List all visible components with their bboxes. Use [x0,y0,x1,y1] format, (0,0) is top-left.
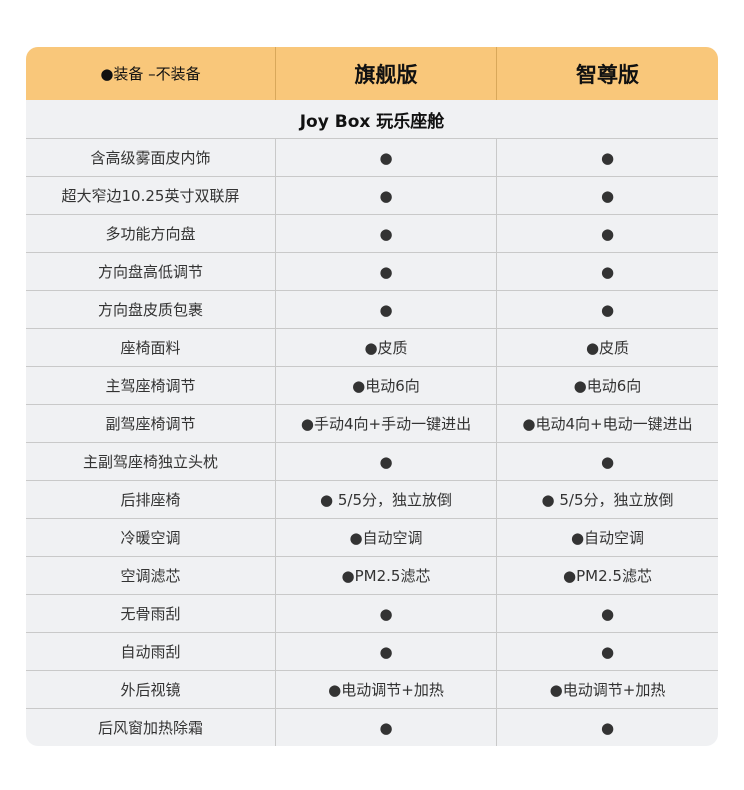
feature-cell: 外后视镜 [26,671,276,708]
flagship-cell: ●皮质 [276,329,497,366]
feature-cell: 方向盘皮质包裹 [26,291,276,328]
feature-cell: 自动雨刮 [26,633,276,670]
feature-cell: 多功能方向盘 [26,215,276,252]
table-header: ●装备 –不装备 旗舰版 智尊版 [26,47,718,100]
premium-cell: ● 5/5分，独立放倒 [541,491,674,509]
flagship-cell: ● [276,709,497,746]
premium-cell: ● [600,642,615,661]
premium-cell: ● [600,452,615,471]
premium-cell: ●PM2.5滤芯 [563,567,652,585]
feature-cell: 无骨雨刮 [26,595,276,632]
premium-cell: ● [600,718,615,737]
feature-cell: 冷暖空调 [26,519,276,556]
flagship-cell: ● 5/5分，独立放倒 [276,481,497,518]
flagship-cell: ● [276,177,497,214]
premium-cell: ●电动调节+加热 [549,681,666,699]
flagship-cell: ●自动空调 [276,519,497,556]
table-row: 多功能方向盘 ● ● [26,214,718,252]
flagship-cell: ●PM2.5滤芯 [276,557,497,594]
table-row: 后风窗加热除霜 ● ● [26,708,718,746]
premium-cell: ●皮质 [585,339,630,357]
flagship-cell: ● [276,291,497,328]
table-row: 后排座椅 ● 5/5分，独立放倒 ● 5/5分，独立放倒 [26,480,718,518]
premium-cell: ● [600,262,615,281]
table-row: 含高级雾面皮内饰 ● ● [26,138,718,176]
table-row: 主副驾座椅独立头枕 ● ● [26,442,718,480]
premium-cell: ●电动6向 [573,377,642,395]
section-title: Joy Box 玩乐座舱 [299,111,445,132]
feature-cell: 含高级雾面皮内饰 [26,139,276,176]
feature-cell: 方向盘高低调节 [26,253,276,290]
flagship-cell: ● [276,595,497,632]
column-header-flagship: 旗舰版 [276,47,497,100]
premium-cell: ● [600,224,615,243]
feature-cell: 后排座椅 [26,481,276,518]
flagship-cell: ● [276,215,497,252]
table-row: 外后视镜 ●电动调节+加热 ●电动调节+加热 [26,670,718,708]
column-header-premium: 智尊版 [576,62,639,87]
flagship-cell: ● [276,139,497,176]
feature-cell: 后风窗加热除霜 [26,709,276,746]
table-row: 方向盘皮质包裹 ● ● [26,290,718,328]
premium-cell: ●自动空调 [570,529,645,547]
premium-cell: ● [600,148,615,167]
table-row: 方向盘高低调节 ● ● [26,252,718,290]
table-row: 空调滤芯 ●PM2.5滤芯 ●PM2.5滤芯 [26,556,718,594]
flagship-cell: ● [276,253,497,290]
table-row: 冷暖空调 ●自动空调 ●自动空调 [26,518,718,556]
flagship-cell: ●手动4向+手动一键进出 [276,405,497,442]
legend: ●装备 –不装备 [26,47,276,100]
premium-cell: ● [600,186,615,205]
feature-cell: 副驾座椅调节 [26,405,276,442]
table-row: 自动雨刮 ● ● [26,632,718,670]
spec-table: ●装备 –不装备 旗舰版 智尊版 Joy Box 玩乐座舱 含高级雾面皮内饰 ● ●… [26,47,718,746]
feature-cell: 超大窄边10.25英寸双联屏 [26,177,276,214]
table-row: 座椅面料 ●皮质 ●皮质 [26,328,718,366]
flagship-cell: ●电动6向 [276,367,497,404]
premium-cell: ● [600,300,615,319]
feature-cell: 座椅面料 [26,329,276,366]
table-row: 超大窄边10.25英寸双联屏 ● ● [26,176,718,214]
feature-cell: 空调滤芯 [26,557,276,594]
feature-cell: 主副驾座椅独立头枕 [26,443,276,480]
table-row: 无骨雨刮 ● ● [26,594,718,632]
premium-cell: ●电动4向+电动一键进出 [522,415,693,433]
flagship-cell: ● [276,443,497,480]
feature-cell: 主驾座椅调节 [26,367,276,404]
premium-cell: ● [600,604,615,623]
table-row: 副驾座椅调节 ●手动4向+手动一键进出 ●电动4向+电动一键进出 [26,404,718,442]
flagship-cell: ●电动调节+加热 [276,671,497,708]
flagship-cell: ● [276,633,497,670]
table-row: 主驾座椅调节 ●电动6向 ●电动6向 [26,366,718,404]
